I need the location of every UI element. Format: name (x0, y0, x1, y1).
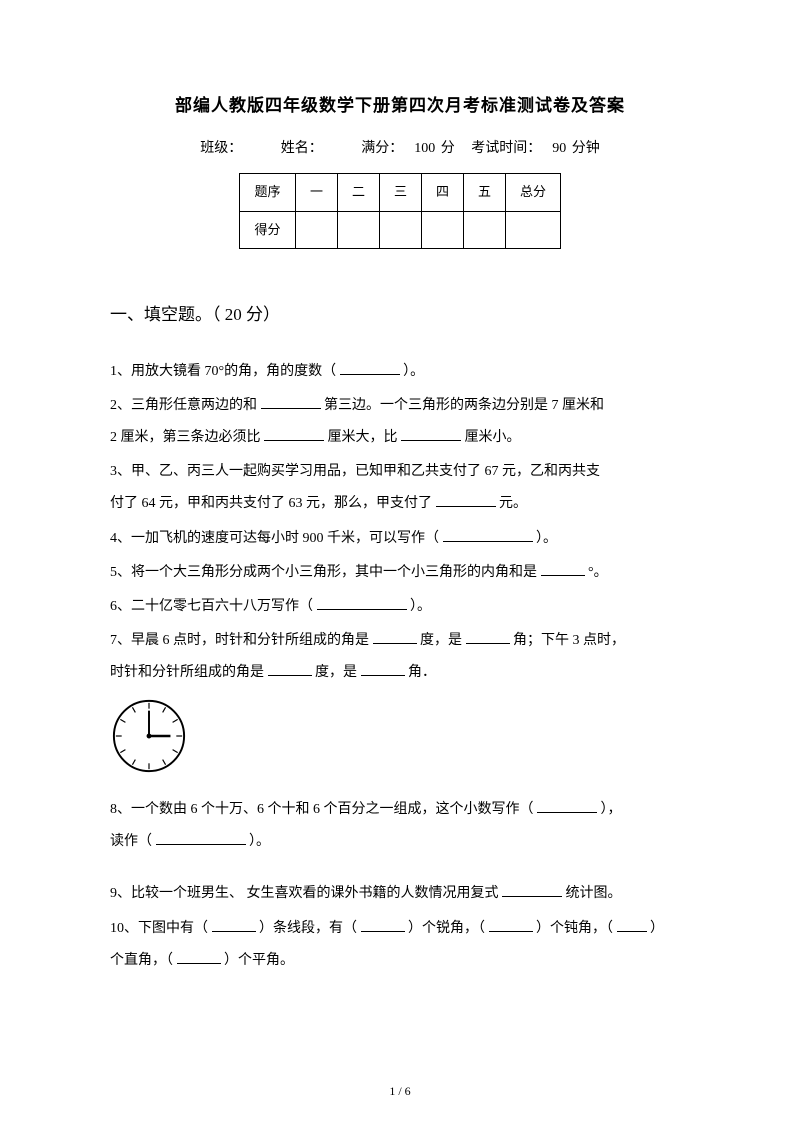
question-3: 3、甲、乙、丙三人一起购买学习用品，已知甲和乙共支付了 67 元，乙和丙共支 付… (110, 456, 690, 520)
q6-text-b: ）。 (410, 599, 431, 614)
question-9: 9、比较一个班男生、 女生喜欢看的课外书籍的人数情况用复式 统计图。 (110, 878, 690, 910)
fullscore-label: 满分： (361, 141, 403, 156)
q2-text-e: 厘米小。 (465, 430, 521, 445)
q6-text-a: 6、二十亿零七百六十八万写作（ (110, 599, 313, 614)
clock-figure (110, 697, 690, 786)
header-cell: 四 (422, 173, 464, 211)
score-cell (379, 211, 421, 249)
score-label-cell: 得分 (239, 211, 295, 249)
blank (617, 916, 647, 932)
header-cell: 三 (379, 173, 421, 211)
score-table: 题序 一 二 三 四 五 总分 得分 (239, 173, 561, 249)
question-7: 7、早晨 6 点时，时针和分针所组成的角是 度，是 角；下午 3 点时， 时针和… (110, 625, 690, 689)
blank (340, 359, 400, 375)
question-1: 1、用放大镜看 70°的角，角的度数（ ）。 (110, 356, 690, 388)
q10-text-d: ）个钝角，（ (536, 921, 613, 936)
page-number: 1 / 6 (0, 1080, 800, 1103)
score-cell (506, 211, 561, 249)
blank (212, 916, 256, 932)
q2-text-b: 第三边。一个三角形的两条边分别是 7 厘米和 (324, 398, 604, 413)
header-cell: 题序 (239, 173, 295, 211)
q7-text-f: 角． (408, 665, 436, 680)
q2-text-a: 2、三角形任意两边的和 (110, 398, 257, 413)
q10-text-b: ）条线段，有（ (259, 921, 357, 936)
q7-text-a: 7、早晨 6 点时，时针和分针所组成的角是 (110, 633, 369, 648)
header-cell: 一 (295, 173, 337, 211)
table-header-row: 题序 一 二 三 四 五 总分 (239, 173, 560, 211)
name-label: 姓名： (281, 141, 323, 156)
blank (261, 393, 321, 409)
q10-text-e: ） (650, 921, 664, 936)
question-4: 4、一加飞机的速度可达每小时 900 千米，可以写作（ ）。 (110, 523, 690, 555)
question-2: 2、三角形任意两边的和 第三边。一个三角形的两条边分别是 7 厘米和 2 厘米，… (110, 390, 690, 454)
document-title: 部编人教版四年级数学下册第四次月考标准测试卷及答案 (110, 90, 690, 122)
question-6: 6、二十亿零七百六十八万写作（ ）。 (110, 591, 690, 623)
blank (443, 526, 533, 542)
blank (502, 881, 562, 897)
q4-text-a: 4、一加飞机的速度可达每小时 900 千米，可以写作（ (110, 531, 439, 546)
blank (466, 628, 510, 644)
q8-text-a: 8、一个数由 6 个十万、6 个十和 6 个百分之一组成，这个小数写作（ (110, 802, 534, 817)
blank (541, 560, 585, 576)
class-label: 班级： (200, 141, 242, 156)
header-cell: 二 (337, 173, 379, 211)
blank (361, 660, 405, 676)
blank (401, 425, 461, 441)
score-cell (422, 211, 464, 249)
q9-text-a: 9、比较一个班男生、 女生喜欢看的课外书籍的人数情况用复式 (110, 886, 499, 901)
question-5: 5、将一个大三角形分成两个小三角形，其中一个小三角形的内角和是 °。 (110, 557, 690, 589)
q2-text-d: 厘米大，比 (328, 430, 398, 445)
question-10: 10、下图中有（ ）条线段，有（ ）个锐角，（ ）个钝角，（ ） 个直角，（ ）… (110, 913, 690, 977)
clock-icon (110, 697, 188, 775)
q1-text-a: 1、用放大镜看 70°的角，角的度数（ (110, 364, 336, 379)
time-label: 考试时间： (471, 141, 541, 156)
fullscore-value: 100 分 (414, 141, 455, 156)
score-cell (295, 211, 337, 249)
q5-text-a: 5、将一个大三角形分成两个小三角形，其中一个小三角形的内角和是 (110, 565, 537, 580)
blank (317, 594, 407, 610)
q3-text-c: 元。 (499, 496, 527, 511)
blank (361, 916, 405, 932)
blank (436, 491, 496, 507)
q10-text-f: 个直角，（ (110, 953, 173, 968)
q3-text-a: 3、甲、乙、丙三人一起购买学习用品，已知甲和乙共支付了 67 元，乙和丙共支 (110, 464, 600, 479)
blank (177, 948, 221, 964)
q7-text-d: 时针和分针所组成的角是 (110, 665, 264, 680)
blank (373, 628, 417, 644)
q4-text-b: ）。 (536, 531, 557, 546)
blank (268, 660, 312, 676)
q3-text-b: 付了 64 元，甲和丙共支付了 63 元，那么，甲支付了 (110, 496, 432, 511)
header-cell: 五 (464, 173, 506, 211)
blank (537, 797, 597, 813)
q7-text-e: 度，是 (315, 665, 357, 680)
table-score-row: 得分 (239, 211, 560, 249)
q10-text-a: 10、下图中有（ (110, 921, 208, 936)
q1-text-b: ）。 (403, 364, 424, 379)
exam-info-line: 班级： 姓名： 满分： 100 分 考试时间： 90 分钟 (110, 136, 690, 163)
question-8: 8、一个数由 6 个十万、6 个十和 6 个百分之一组成，这个小数写作（ ）， … (110, 794, 690, 858)
q8-text-d: ）。 (249, 834, 270, 849)
q5-text-b: °。 (588, 565, 608, 580)
q7-text-b: 度，是 (420, 633, 462, 648)
score-cell (464, 211, 506, 249)
blank (264, 425, 324, 441)
q9-text-b: 统计图。 (566, 886, 622, 901)
blank (489, 916, 533, 932)
q8-text-b: ）， (601, 802, 622, 817)
section-1-heading: 一、填空题。（ 20 分） (110, 299, 690, 331)
q10-text-g: ）个平角。 (224, 953, 294, 968)
q8-text-c: 读作（ (110, 834, 152, 849)
score-cell (337, 211, 379, 249)
blank (156, 829, 246, 845)
q10-text-c: ）个锐角，（ (408, 921, 485, 936)
header-cell: 总分 (506, 173, 561, 211)
q7-text-c: 角；下午 3 点时， (513, 633, 625, 648)
time-value: 90 分钟 (552, 141, 600, 156)
q2-text-c: 2 厘米，第三条边必须比 (110, 430, 261, 445)
